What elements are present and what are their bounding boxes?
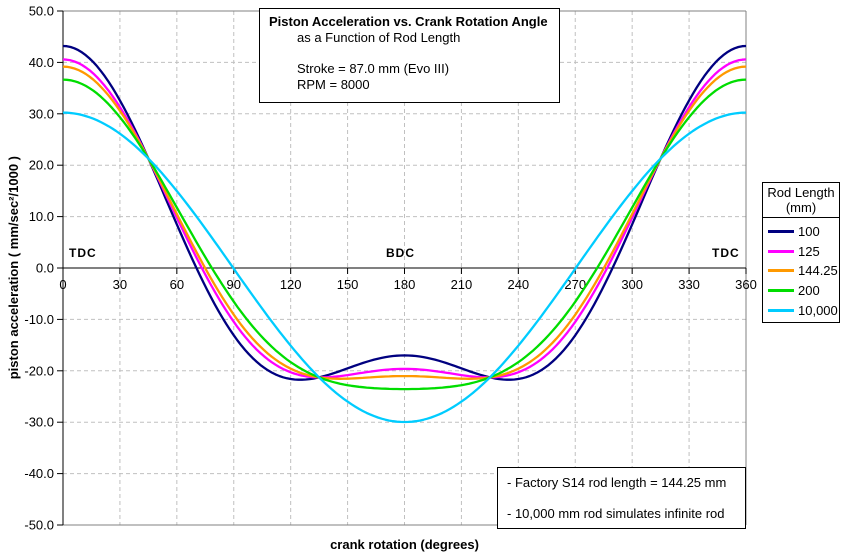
legend-item-10000: 10,000 [768, 300, 839, 320]
legend-item-144.25: 144.25 [768, 261, 839, 281]
y-tick-label--50: -50.0 [24, 518, 54, 533]
x-tick-label-300: 300 [621, 277, 643, 292]
notes-box: - Factory S14 rod length = 144.25 mm - 1… [497, 467, 746, 529]
legend-swatch-200 [768, 289, 794, 293]
y-tick-label-40: 40.0 [29, 55, 54, 70]
x-tick-label-360: 360 [735, 277, 757, 292]
note-line-2: - 10,000 mm rod simulates infinite rod [507, 506, 725, 521]
legend-swatch-10000 [768, 308, 794, 312]
series-curve-200 [62, 78, 747, 391]
legend-separator [763, 217, 839, 218]
legend-title-line1: Rod Length [767, 185, 835, 200]
legend-item-125: 125 [768, 242, 839, 262]
legend-item-200: 200 [768, 281, 839, 301]
legend-label-200: 200 [798, 283, 820, 299]
legend-swatch-100 [768, 230, 794, 234]
chart-title: Piston Acceleration vs. Crank Rotation A… [269, 14, 548, 29]
legend-items: 100 125 144.25 200 10,000 [763, 218, 839, 320]
title-box: Piston Acceleration vs. Crank Rotation A… [259, 8, 560, 103]
y-tick-label--40: -40.0 [24, 466, 54, 481]
series-curve-144.25 [62, 65, 747, 380]
y-tick-label--10: -10.0 [24, 312, 54, 327]
x-tick-label-120: 120 [280, 277, 302, 292]
series-curve-125 [62, 58, 747, 379]
x-tick-label-150: 150 [337, 277, 359, 292]
y-tick-label--20: -20.0 [24, 363, 54, 378]
legend-label-10000: 10,000 [798, 302, 838, 318]
y-tick-label-30: 30.0 [29, 106, 54, 121]
param-stroke: Stroke = 87.0 mm (Evo III) [297, 61, 450, 76]
bdc-label: BDC [386, 246, 415, 260]
x-tick-label-0: 0 [59, 277, 66, 292]
legend-item-100: 100 [768, 222, 839, 242]
y-tick-label-0: 0.0 [36, 261, 54, 276]
legend-swatch-144.25 [768, 269, 794, 273]
legend-title-line2: (mm) [785, 200, 817, 215]
legend: Rod Length (mm) 100 125 144.25 200 10,000 [762, 182, 840, 323]
legend-label-125: 125 [798, 243, 820, 259]
x-axis-title: crank rotation (degrees) [330, 537, 479, 552]
x-tick-label-240: 240 [507, 277, 529, 292]
tdc-right-label: TDC [712, 246, 740, 260]
x-tick-label-60: 60 [170, 277, 184, 292]
legend-title: Rod Length (mm) [763, 183, 839, 215]
y-tick-label-20: 20.0 [29, 158, 54, 173]
note-line-1: - Factory S14 rod length = 144.25 mm [507, 475, 727, 490]
chart-subtitle: as a Function of Rod Length [297, 30, 461, 45]
y-tick-label--30: -30.0 [24, 415, 54, 430]
x-tick-label-30: 30 [113, 277, 127, 292]
param-rpm: RPM = 8000 [297, 77, 370, 92]
x-tick-label-330: 330 [678, 277, 700, 292]
x-tick-label-270: 270 [564, 277, 586, 292]
series-curve-100 [62, 44, 747, 381]
legend-swatch-125 [768, 249, 794, 253]
x-tick-label-180: 180 [394, 277, 416, 292]
tdc-left-label: TDC [69, 246, 97, 260]
y-tick-label-50: 50.0 [29, 4, 54, 19]
y-axis-title: piston acceleration ( mm/sec²/1000 ) [5, 156, 21, 380]
series-curve-10000 [62, 111, 747, 424]
x-tick-label-90: 90 [227, 277, 241, 292]
legend-label-144.25: 144.25 [798, 263, 838, 279]
legend-label-100: 100 [798, 224, 820, 240]
y-tick-label-10: 10.0 [29, 209, 54, 224]
x-tick-label-210: 210 [451, 277, 473, 292]
